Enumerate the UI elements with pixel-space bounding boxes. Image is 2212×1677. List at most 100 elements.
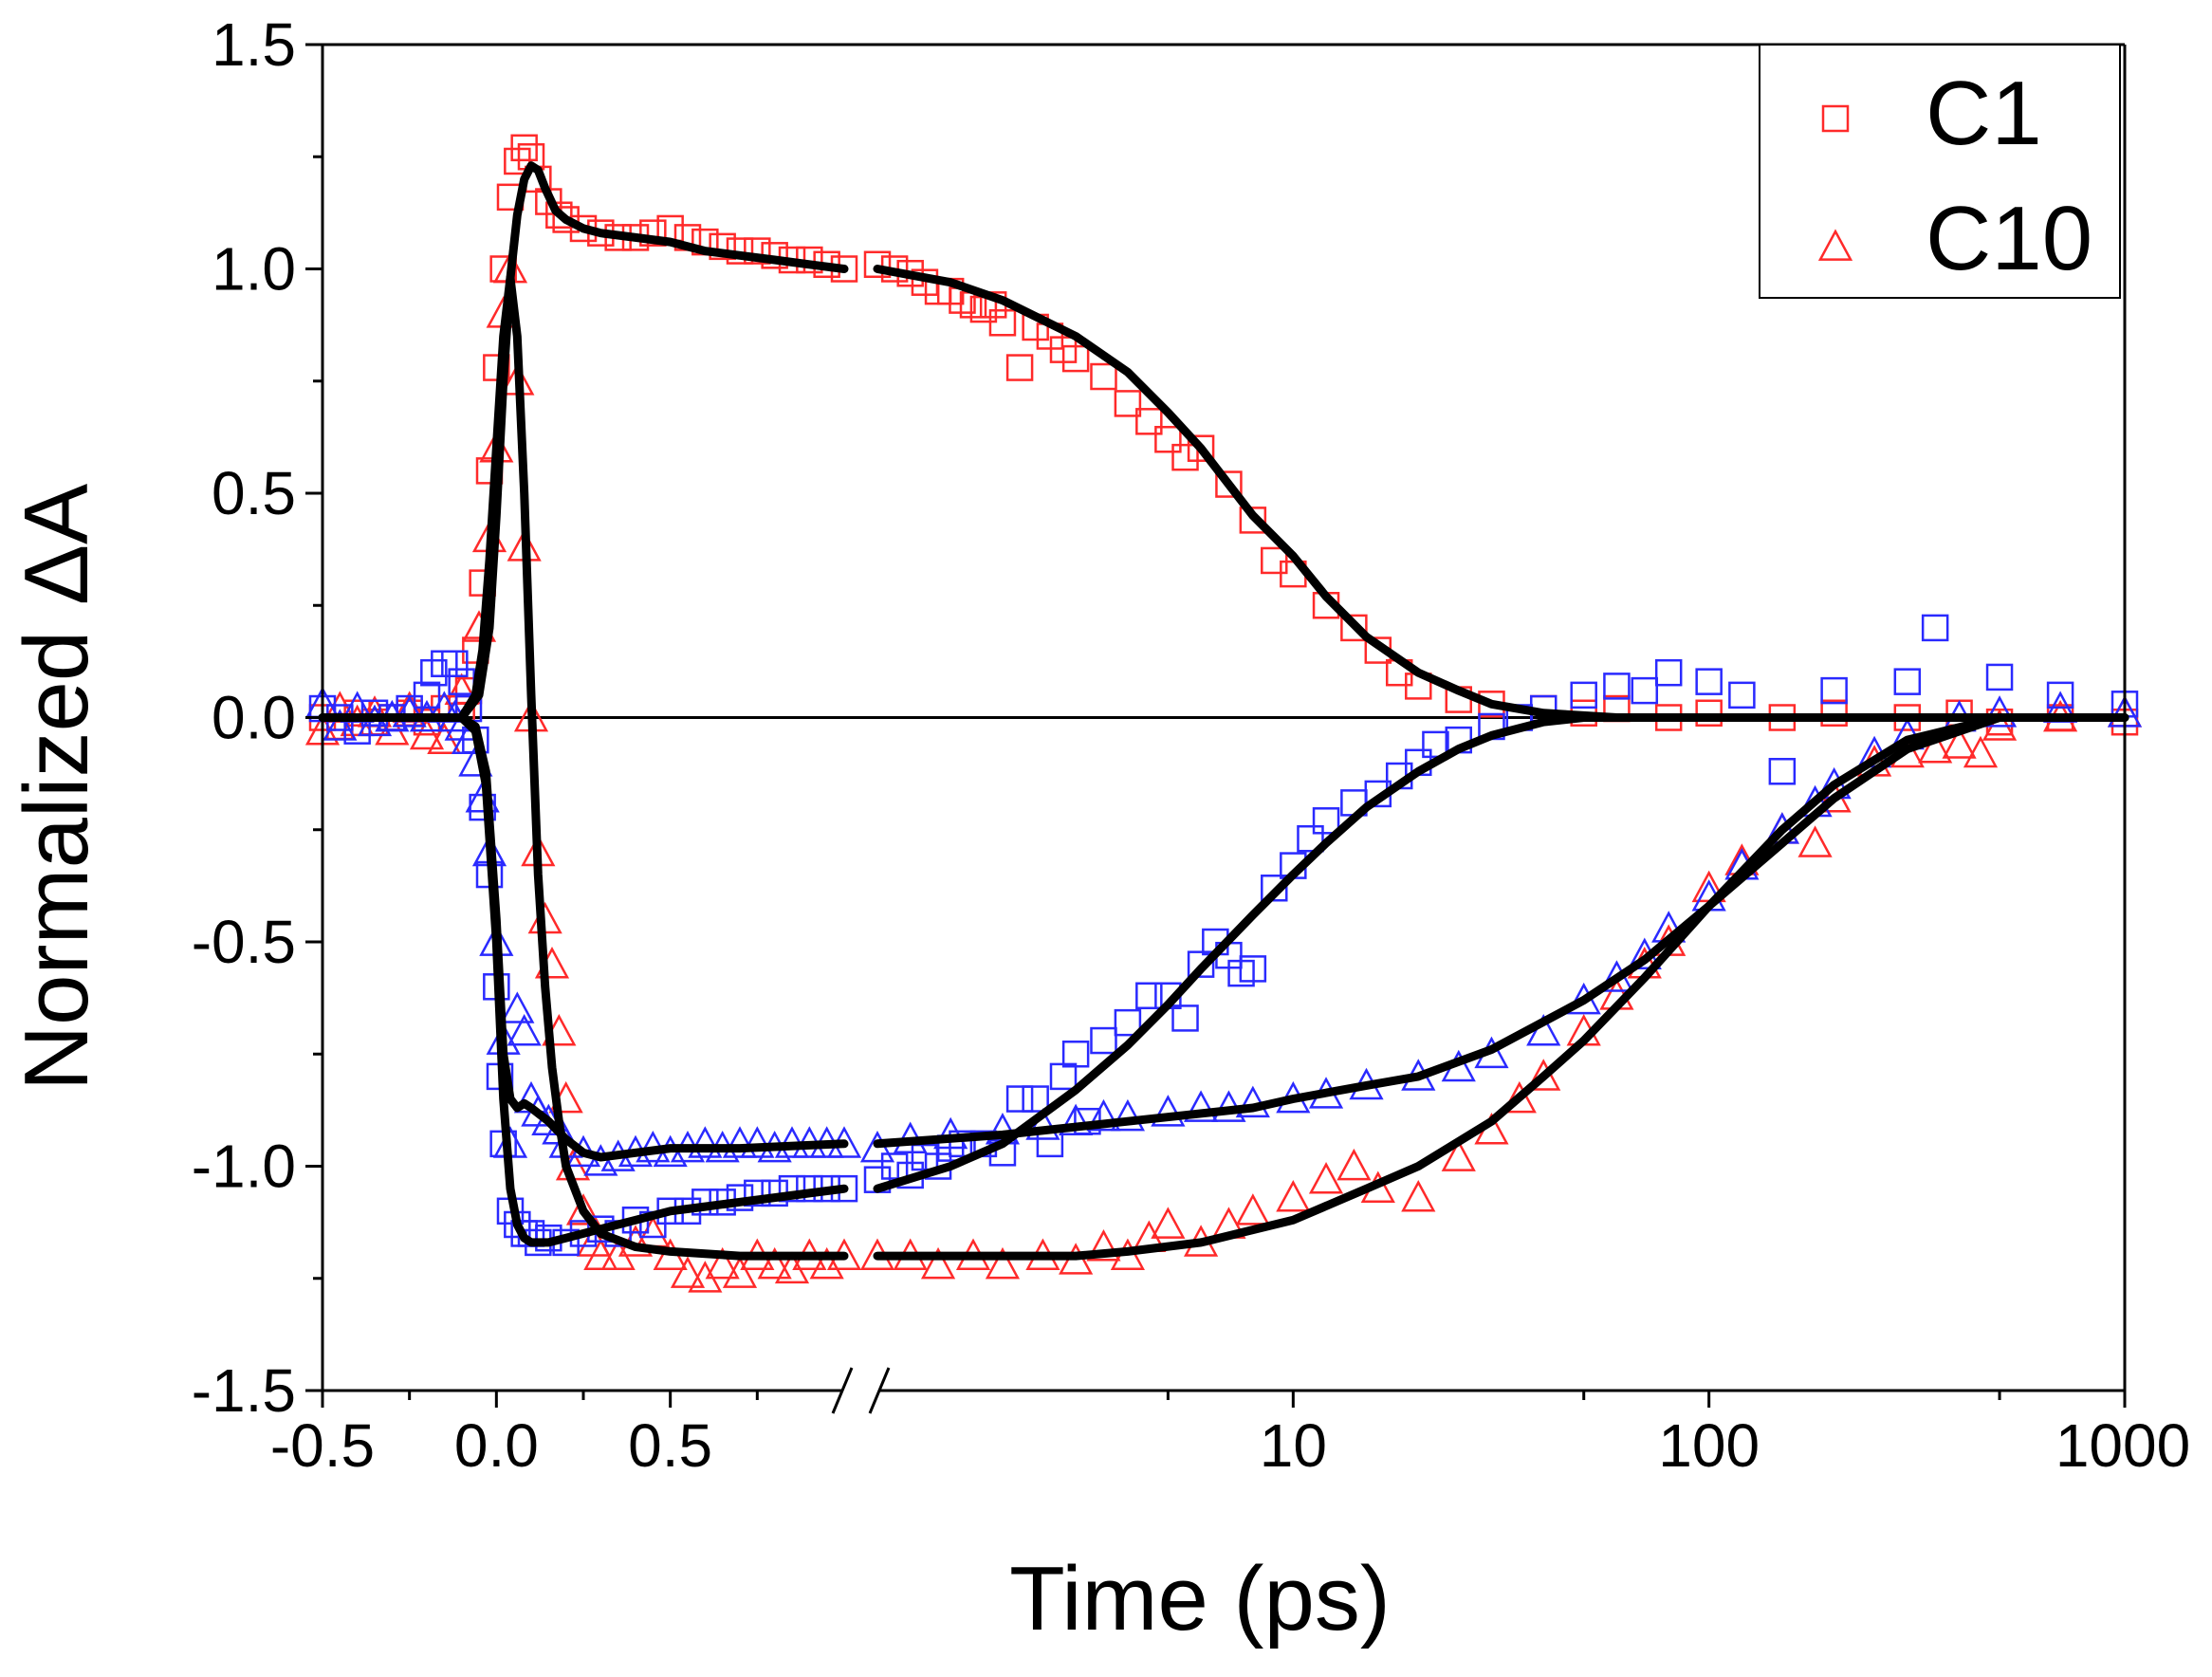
data-point-s1-lin-30 [670,1256,706,1288]
data-point-s1-log-21 [1502,1080,1537,1114]
data-point-s0-log-15 [1061,344,1090,373]
fit-curve-2-log [873,713,2129,1193]
data-point-s3-log-6 [1086,1098,1121,1132]
data-point-s0-log-0 [863,250,892,279]
y-tick-label: -1.5 [192,1356,296,1425]
data-point-s1-lin-33 [722,1256,758,1288]
data-point-s3-lin-33 [722,1126,758,1158]
data-point-s0-log-27 [1340,614,1368,642]
x-tick-label: 0.0 [454,1411,539,1480]
data-point-s2-log-49 [2046,681,2074,710]
y-tick-label: 0.0 [212,684,296,752]
data-point-s2-log-40 [1631,676,1659,705]
data-point-s0-lin-31 [709,232,736,261]
series-3 [304,686,2143,1176]
tick-labels: -1.5 -1.0 -0.5 0.0 0.5 1.0 1.5 -0.5 0.0 0.5 10 100 1… [192,10,2190,1480]
data-point-s1-log-10 [1151,1207,1186,1239]
data-point-s3-log-31 [1982,695,2018,728]
data-point-s1-log-16 [1336,1148,1372,1181]
data-point-s1-lin-23 [565,1193,601,1226]
data-point-s0-log-10 [988,309,1017,337]
data-point-s2-log-27 [1297,824,1324,853]
data-point-s1-log-19 [1441,1139,1476,1171]
axis-break-mark-right [868,1367,891,1414]
legend-marker-c1 [1821,104,1850,133]
y-tick-label: 0.5 [212,459,296,527]
data-point-s2-log-44 [1768,758,1797,785]
data-point-s2-lin-35 [744,1179,771,1207]
data-point-s1-log-13 [1235,1193,1270,1226]
data-point-s0-lin-33 [744,237,771,265]
data-point-s2-log-10 [1022,1085,1049,1113]
x-tick-label: -0.5 [270,1411,375,1480]
y-axis-title: Normalized ΔA [6,484,107,1091]
data-point-s3-log-5 [1059,1103,1094,1136]
data-point-s2-log-38 [1570,681,1597,710]
data-point-s2-log-16 [1114,1008,1142,1037]
data-point-s1-log-34 [1918,730,1953,764]
data-point-s1-log-18 [1401,1179,1436,1212]
x-tick-label: 0.5 [628,1411,712,1480]
data-point-s0-log-23 [1239,507,1267,534]
data-point-s3-lin-5 [392,695,427,728]
legend-label-c10: C10 [1926,188,2092,289]
data-point-s1-log-15 [1308,1162,1344,1194]
data-point-s2-log-48 [1985,663,2014,691]
data-point-s2-log-33 [1422,730,1449,759]
axis-break-mark-left [831,1367,854,1414]
data-point-s1-lin-35 [757,1246,792,1280]
data-point-s2-log-28 [1312,807,1340,835]
data-point-s1-lin-25 [583,1238,618,1270]
data-point-s1-lin-38 [809,1246,844,1280]
data-point-s3-log-2 [933,1116,968,1150]
data-point-s3-lin-1 [323,709,358,741]
data-point-s2-log-1 [880,1152,909,1180]
data-point-s0-log-19 [1154,425,1182,453]
x-tick-label: 10 [1260,1411,1327,1480]
x-tick-label: 100 [1658,1411,1760,1480]
y-tick-label: 1.5 [212,10,296,79]
data-point-s0-log-37 [1695,699,1723,728]
data-point-s0-lin-22 [552,206,580,233]
fit-curve-1-linear [318,273,849,1261]
data-point-s2-log-15 [1090,1026,1117,1055]
data-point-s2-log-20 [1187,950,1215,978]
data-point-s2-log-42 [1695,668,1723,695]
data-point-s3-lin-17 [500,991,535,1023]
data-point-s3-log-8 [1151,1095,1186,1127]
data-point-s2-log-25 [1261,874,1288,902]
x-axis-title: Time (ps) [1009,1548,1391,1649]
y-tick-label: -0.5 [192,908,296,976]
data-point-s2-log-6 [949,1130,976,1158]
data-point-s2-log-45 [1820,676,1848,705]
data-point-s2-lin-7 [420,658,448,687]
data-point-s1-lin-6 [409,717,445,750]
y-tick-label: 1.0 [212,235,296,304]
data-point-s1-log-4 [985,1246,1021,1280]
data-point-s0-log-22 [1215,470,1243,498]
data-point-s0-log-39 [1820,699,1848,728]
data-point-s3-log-9 [1183,1090,1219,1122]
data-point-s1-lin-8 [444,673,479,705]
data-point-s3-lin-18 [507,1013,542,1046]
data-point-s2-lin-6 [413,681,441,710]
data-point-s1-log-7 [1086,1229,1121,1262]
data-point-s1-log-36 [1963,735,1999,768]
legend-label-c1: C1 [1926,63,2042,164]
data-point-s2-log-39 [1603,673,1631,700]
data-point-s2-log-46 [1893,668,1922,695]
data-point-s3-lin-34 [740,1126,775,1158]
data-point-s0-lin-17 [510,134,538,162]
data-point-s0-log-11 [1005,354,1034,381]
data-point-s2-log-9 [1005,1085,1034,1113]
data-point-s2-log-13 [1061,1041,1090,1068]
data-point-s0-lin-2 [343,699,371,728]
data-point-s1-log-2 [920,1246,956,1280]
data-point-s0-log-17 [1114,390,1142,417]
data-point-s2-lin-37 [778,1174,806,1203]
fit-curve-0-log [873,265,2129,722]
legend: C1 C10 [1759,44,2121,299]
data-point-s0-lin-27 [639,219,667,247]
data-point-s0-log-16 [1090,362,1117,391]
